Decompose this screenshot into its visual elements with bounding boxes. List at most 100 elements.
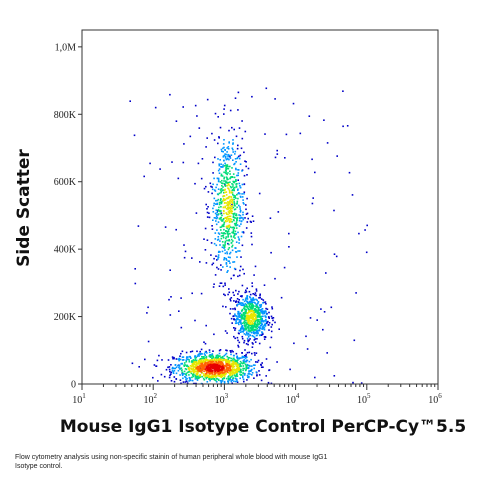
event-point [156, 359, 159, 362]
event-point [250, 311, 252, 313]
event-point [207, 191, 210, 193]
event-point [249, 296, 252, 299]
event-point [229, 157, 232, 159]
event-point [170, 364, 172, 366]
event-point [218, 192, 221, 195]
event-point [226, 220, 229, 222]
event-point [191, 350, 194, 353]
event-point [244, 160, 246, 162]
event-point [247, 315, 250, 317]
event-point [242, 211, 244, 214]
event-point [214, 374, 217, 376]
event-point [218, 168, 221, 170]
event-point [234, 380, 237, 383]
event-point [244, 217, 246, 219]
event-point [217, 158, 219, 160]
event-point [308, 115, 311, 117]
event-point [194, 182, 196, 185]
event-point [243, 362, 245, 364]
event-point [233, 300, 235, 302]
event-point [244, 349, 246, 351]
event-point [185, 357, 188, 359]
event-point [253, 313, 256, 315]
event-point [259, 304, 261, 306]
event-point [199, 373, 202, 376]
event-point [249, 302, 252, 304]
event-point [182, 106, 184, 108]
event-point [336, 155, 338, 157]
event-point [223, 373, 226, 376]
event-point [197, 377, 200, 379]
event-point [221, 246, 224, 249]
event-point [196, 350, 198, 353]
event-point [246, 312, 249, 315]
event-point [236, 203, 238, 205]
event-point [175, 120, 178, 122]
event-point [220, 202, 223, 205]
event-point [262, 299, 265, 301]
event-point [259, 293, 261, 296]
event-point [227, 260, 230, 262]
event-point [260, 303, 263, 306]
event-point [171, 356, 174, 358]
event-point [203, 363, 206, 366]
event-point [215, 215, 218, 218]
event-point [242, 375, 244, 377]
event-point [226, 178, 228, 181]
event-point [191, 376, 193, 379]
event-point [235, 365, 238, 368]
event-point [241, 325, 244, 328]
event-point [238, 182, 241, 185]
event-point [214, 238, 217, 240]
event-point [131, 362, 134, 365]
event-point [237, 315, 240, 317]
event-point [274, 277, 276, 280]
event-point [236, 375, 239, 377]
event-point [233, 369, 236, 372]
event-point [221, 374, 223, 376]
event-point [240, 256, 242, 258]
event-point [326, 352, 328, 354]
event-point [146, 312, 148, 314]
event-point [246, 212, 249, 215]
event-point [239, 163, 242, 165]
event-point [134, 268, 136, 270]
event-point [229, 252, 231, 255]
event-point [240, 223, 242, 225]
event-point [231, 167, 233, 169]
event-point [250, 300, 253, 302]
event-point [233, 216, 236, 219]
event-point [237, 144, 239, 147]
event-point [235, 180, 237, 183]
event-point [242, 369, 244, 372]
event-point [234, 158, 237, 160]
event-point [252, 335, 255, 338]
event-point [221, 220, 224, 222]
event-point [245, 204, 247, 206]
event-point [170, 371, 172, 374]
event-point [283, 266, 286, 269]
event-point [225, 181, 228, 184]
event-point [239, 295, 242, 297]
event-point [219, 213, 222, 215]
event-point [254, 338, 256, 340]
event-point [259, 296, 261, 299]
event-point [204, 374, 206, 376]
event-point [248, 317, 251, 320]
event-point [181, 350, 184, 353]
event-point [230, 317, 233, 320]
event-point [208, 373, 211, 375]
event-point [270, 326, 273, 328]
event-point [235, 185, 238, 187]
event-point [262, 327, 264, 329]
event-point [239, 316, 242, 318]
event-point [188, 369, 191, 372]
event-point [218, 250, 220, 253]
event-point [201, 365, 204, 368]
event-point [228, 239, 231, 242]
event-point [346, 125, 349, 127]
event-point [257, 330, 259, 332]
event-point [215, 379, 217, 382]
event-point [231, 382, 233, 385]
event-point [197, 354, 199, 356]
